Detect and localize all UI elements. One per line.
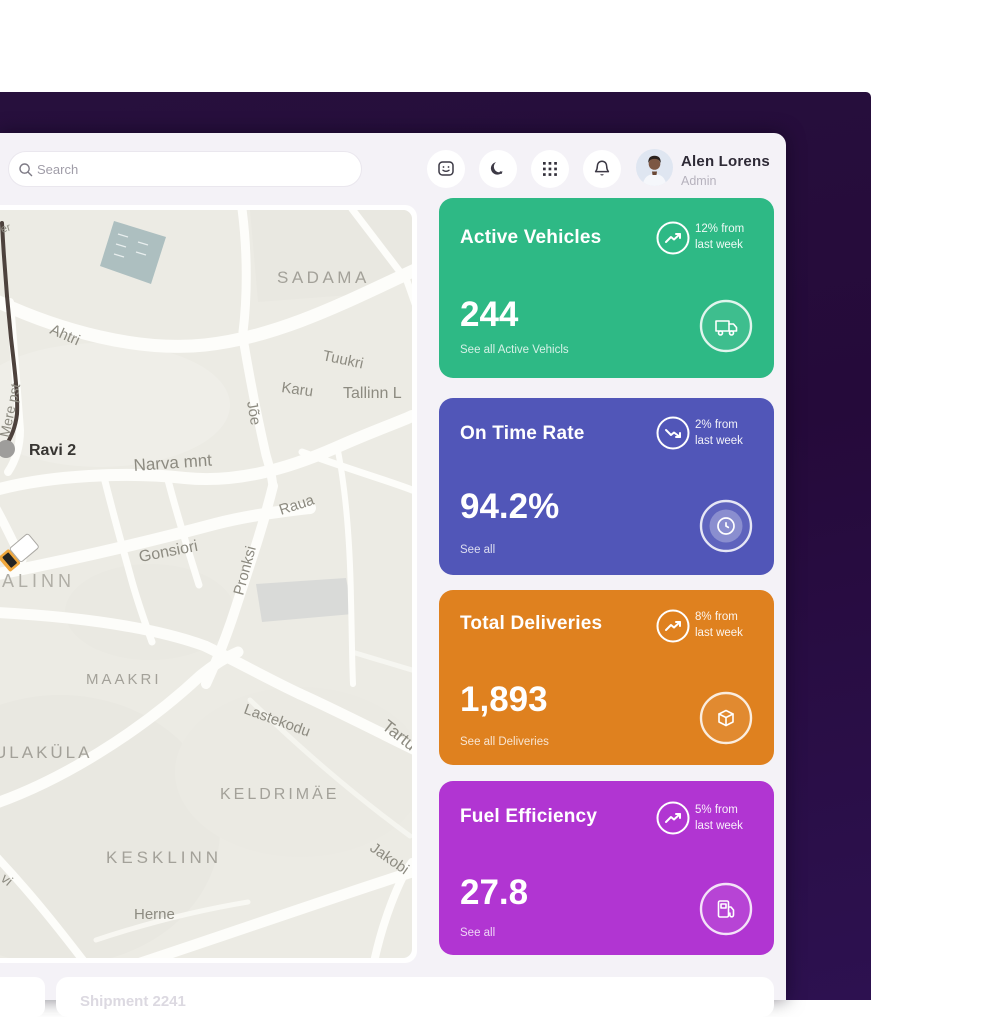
- svg-text:MAAKRI: MAAKRI: [86, 671, 162, 688]
- svg-text:ALINN: ALINN: [2, 571, 75, 591]
- svg-text:er: er: [0, 221, 13, 236]
- svg-text:SADAMA: SADAMA: [277, 268, 370, 287]
- svg-text:Karu: Karu: [280, 379, 314, 400]
- svg-text:Tallinn L: Tallinn L: [343, 385, 402, 402]
- svg-text:Herne: Herne: [134, 906, 175, 923]
- svg-text:Ravi 2: Ravi 2: [29, 442, 76, 459]
- svg-text:KESKLINN: KESKLINN: [106, 848, 222, 867]
- svg-text:Jõe: Jõe: [243, 400, 264, 427]
- svg-text:ULAKÜLA: ULAKÜLA: [0, 743, 92, 762]
- svg-text:KELDRIMÄE: KELDRIMÄE: [220, 785, 339, 803]
